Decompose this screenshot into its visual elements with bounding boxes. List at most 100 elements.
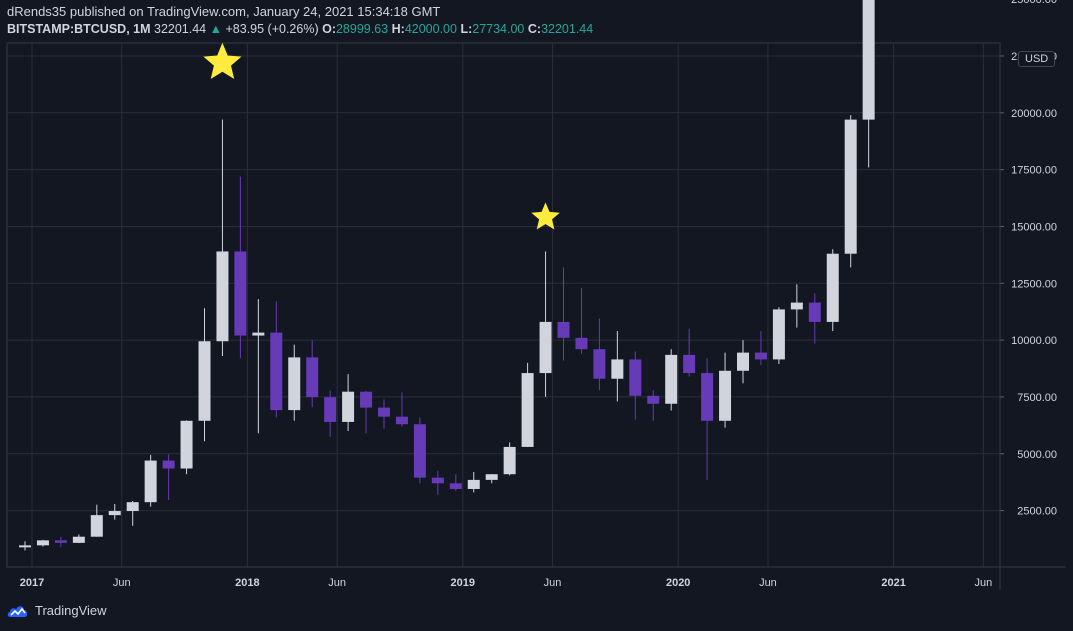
candle xyxy=(467,471,480,493)
low-value: 27734.00 xyxy=(472,22,525,36)
candle-body xyxy=(360,391,373,408)
candle xyxy=(683,328,696,377)
candle xyxy=(575,287,588,354)
candle-body xyxy=(288,357,301,411)
candle xyxy=(324,390,337,437)
x-tick-label: Jun xyxy=(544,577,562,589)
published-text: dRends35 published on TradingView.com, J… xyxy=(7,4,441,19)
candle-body xyxy=(790,302,803,310)
candle xyxy=(288,344,301,421)
candle xyxy=(54,536,67,548)
candle xyxy=(665,349,678,411)
low-label: L: xyxy=(460,22,473,36)
x-tick-label: Jun xyxy=(974,577,992,589)
tradingview-logo[interactable]: TradingView xyxy=(7,603,107,618)
candle xyxy=(808,293,821,344)
candle-body xyxy=(252,332,265,336)
last-price: 32201.44 xyxy=(154,22,207,36)
candle-body xyxy=(306,357,319,398)
candle-body xyxy=(862,0,875,120)
candle-body xyxy=(342,391,355,422)
brand-name: TradingView xyxy=(35,603,107,618)
tradingview-cloud-icon xyxy=(7,605,28,617)
candle-body xyxy=(772,309,785,360)
candle-body xyxy=(144,460,157,503)
candle xyxy=(162,454,175,500)
candle xyxy=(754,331,767,366)
candle-body xyxy=(234,251,247,336)
candle xyxy=(36,539,49,547)
y-tick-label: 12500.00 xyxy=(1011,278,1057,290)
x-tick-label: 2021 xyxy=(881,577,905,589)
y-tick-label: 25000.00 xyxy=(1011,0,1057,6)
star-marker-icon xyxy=(203,42,242,79)
candle-body xyxy=(449,483,462,489)
candle-body xyxy=(162,460,175,469)
candle-body xyxy=(701,373,714,421)
candle-body xyxy=(180,420,193,469)
candle xyxy=(737,340,749,384)
candle-body xyxy=(539,321,552,374)
candle xyxy=(539,251,552,397)
candle-body xyxy=(198,341,211,421)
publisher-line: dRends35 published on TradingView.com, J… xyxy=(7,4,440,19)
y-tick-label: 5000.00 xyxy=(1017,449,1057,461)
currency-badge[interactable]: USD xyxy=(1018,51,1056,67)
high-label: H: xyxy=(391,22,405,36)
y-tick-label: 15000.00 xyxy=(1011,221,1057,233)
candle xyxy=(252,299,265,434)
candle xyxy=(701,358,714,480)
x-tick-label: 2020 xyxy=(666,577,690,589)
candle-body xyxy=(378,407,390,417)
y-tick-label: 10000.00 xyxy=(1011,335,1057,347)
candle-body xyxy=(593,349,606,379)
candle xyxy=(449,474,462,492)
candle xyxy=(629,351,642,420)
candle-body xyxy=(611,359,624,379)
candle-body xyxy=(431,477,444,484)
star-marker-icon xyxy=(531,202,560,230)
candle-body xyxy=(72,536,85,543)
high-value: 42000.00 xyxy=(404,22,457,36)
candle-body xyxy=(270,332,283,411)
candle xyxy=(180,420,193,475)
candle xyxy=(593,318,606,391)
y-tick-label: 20000.00 xyxy=(1011,108,1057,120)
candle-body xyxy=(808,302,821,322)
candle-body xyxy=(54,540,67,543)
candle xyxy=(719,352,732,428)
candle xyxy=(306,340,319,408)
candle xyxy=(557,267,570,361)
candle-body xyxy=(683,354,696,374)
x-tick-label: 2019 xyxy=(451,577,475,589)
candle xyxy=(611,331,624,402)
x-tick-label: 2017 xyxy=(20,577,44,589)
candle-body xyxy=(90,515,103,537)
open-value: 28999.63 xyxy=(335,22,389,36)
candle xyxy=(844,115,857,268)
candle-body xyxy=(324,397,337,422)
candle-body xyxy=(844,119,857,254)
candle-body xyxy=(647,395,660,404)
y-tick-label: 7500.00 xyxy=(1017,392,1057,404)
change-value: +83.95 (+0.26%) xyxy=(225,22,319,36)
candle xyxy=(108,503,121,520)
candle xyxy=(503,442,516,476)
candle xyxy=(826,249,839,332)
candle xyxy=(216,119,229,357)
y-tick-label: 17500.00 xyxy=(1011,165,1057,177)
candle xyxy=(431,470,444,495)
candle-body xyxy=(19,545,31,548)
candle-body xyxy=(216,251,229,342)
candle-body xyxy=(557,321,570,338)
candle xyxy=(647,390,660,421)
candle xyxy=(342,374,355,432)
candle-body xyxy=(126,502,139,512)
x-tick-label: Jun xyxy=(759,577,777,589)
candle-body xyxy=(754,352,767,360)
close-value: 32201.44 xyxy=(541,22,594,36)
y-tick-label: 2500.00 xyxy=(1017,506,1057,518)
candle-body xyxy=(665,354,678,404)
candle-body xyxy=(521,373,534,447)
